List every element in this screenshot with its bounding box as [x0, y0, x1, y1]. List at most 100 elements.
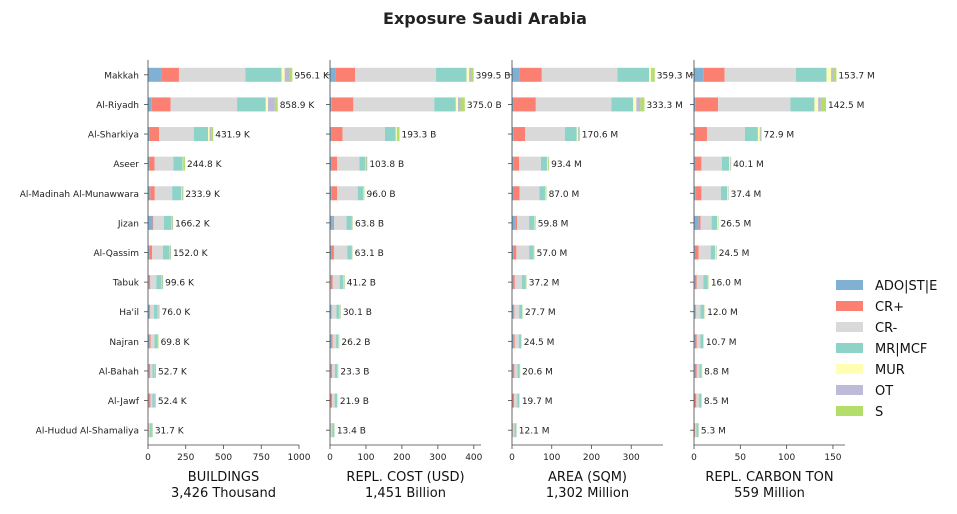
- bar-segment: [514, 97, 536, 111]
- bar-segment: [695, 305, 696, 319]
- legend-label: CR-: [875, 321, 898, 336]
- bar-segment: [514, 394, 517, 408]
- chart-title: Exposure Saudi Arabia: [383, 9, 587, 28]
- bar-segment: [694, 216, 699, 230]
- bar-segment: [332, 305, 337, 319]
- bar-segment: [208, 127, 210, 141]
- x-tick-label: 150: [824, 453, 841, 463]
- bar-segment: [337, 157, 359, 171]
- bar-segment: [153, 216, 154, 230]
- bar-segment: [512, 68, 520, 82]
- bar-segment: [695, 157, 701, 171]
- bar-segment: [150, 364, 152, 378]
- bar-segment: [331, 423, 332, 437]
- bar-segment: [760, 127, 761, 141]
- bar-segment: [172, 186, 181, 200]
- total-label: 10.7 M: [706, 338, 737, 348]
- legend-swatch: [836, 385, 863, 395]
- bar-segment: [336, 334, 339, 348]
- bar-segment: [697, 275, 703, 289]
- x-axis-label: BUILDINGS: [188, 470, 259, 485]
- legend-item: CR+: [836, 300, 904, 315]
- bar-segment: [539, 186, 545, 200]
- bar-segment: [725, 68, 796, 82]
- bar-segment: [331, 157, 337, 171]
- x-tick-label: 100: [778, 453, 795, 463]
- bar-segment: [696, 423, 698, 437]
- bar-segment: [611, 97, 633, 111]
- bar-segment: [513, 157, 519, 171]
- total-label: 5.3 M: [701, 427, 726, 437]
- total-label: 37.2 M: [529, 279, 560, 289]
- bar-segment: [162, 275, 163, 289]
- bar-segment: [717, 216, 718, 230]
- chart-panels: MakkahAl-RiyadhAl-SharkiyaAseerAl-Madina…: [20, 60, 875, 501]
- bar-segment: [727, 186, 728, 200]
- bar-segment: [359, 157, 365, 171]
- bar-segment: [512, 394, 514, 408]
- bar-segment: [578, 127, 579, 141]
- category-label: Al-Riyadh: [96, 101, 139, 111]
- bar-segment: [330, 394, 332, 408]
- bar-segment: [730, 157, 731, 171]
- total-label: 63.1 B: [355, 249, 384, 259]
- bar-segment: [330, 216, 333, 230]
- bar-segment: [696, 305, 701, 319]
- total-label: 233.9 K: [185, 190, 221, 200]
- bar-segment: [332, 97, 354, 111]
- bar-segment: [335, 364, 338, 378]
- bar-segment: [245, 68, 281, 82]
- x-tick-label: 300: [623, 453, 640, 463]
- total-label: 93.4 M: [551, 160, 582, 170]
- bar-segment: [695, 334, 697, 348]
- bar-segment: [700, 334, 703, 348]
- total-label: 142.5 M: [828, 101, 864, 111]
- total-label: 8.5 M: [704, 397, 729, 407]
- legend-label: MUR: [875, 363, 905, 378]
- bar-segment: [699, 246, 711, 260]
- category-label: Jizan: [117, 219, 139, 229]
- bar-segment: [333, 216, 334, 230]
- total-label: 166.2 K: [175, 219, 211, 229]
- legend-swatch: [836, 406, 863, 416]
- bar-segment: [149, 364, 151, 378]
- total-label: 956.1 K: [294, 71, 330, 81]
- bar-segment: [758, 127, 760, 141]
- bar-segment: [149, 275, 151, 289]
- bar-segment: [826, 68, 831, 82]
- bar-segment: [347, 216, 352, 230]
- bar-segment: [336, 305, 339, 319]
- bar-segment: [333, 275, 340, 289]
- x-tick-label: 50: [735, 453, 747, 463]
- bar-segment: [461, 97, 465, 111]
- bar-segment: [697, 334, 701, 348]
- total-label: 30.1 B: [343, 308, 372, 318]
- bar-segment: [458, 97, 461, 111]
- bar-segment: [366, 157, 367, 171]
- legend-label: CR+: [875, 300, 904, 315]
- category-label: Ha'il: [119, 308, 139, 318]
- bar-segment: [548, 157, 549, 171]
- total-label: 13.4 B: [337, 427, 366, 437]
- bar-segment: [333, 334, 337, 348]
- x-tick-label: 300: [429, 453, 446, 463]
- bar-segment: [796, 68, 827, 82]
- bar-segment: [153, 364, 155, 378]
- bar-segment: [210, 127, 212, 141]
- bar-segment: [158, 305, 159, 319]
- bar-segment: [171, 97, 237, 111]
- legend-label: OT: [875, 384, 893, 399]
- x-tick-label: 250: [177, 453, 194, 463]
- category-label: Al-Qassim: [94, 249, 139, 259]
- bar-segment: [156, 275, 161, 289]
- bar-segment: [542, 68, 618, 82]
- bar-segment: [525, 127, 565, 141]
- bar-segment: [547, 157, 548, 171]
- bar-segment: [332, 394, 335, 408]
- legend-item: S: [836, 405, 883, 420]
- bar-segment: [519, 334, 521, 348]
- bar-segment: [332, 186, 337, 200]
- bar-segment: [385, 127, 396, 141]
- category-label: Al-Bahah: [99, 367, 139, 377]
